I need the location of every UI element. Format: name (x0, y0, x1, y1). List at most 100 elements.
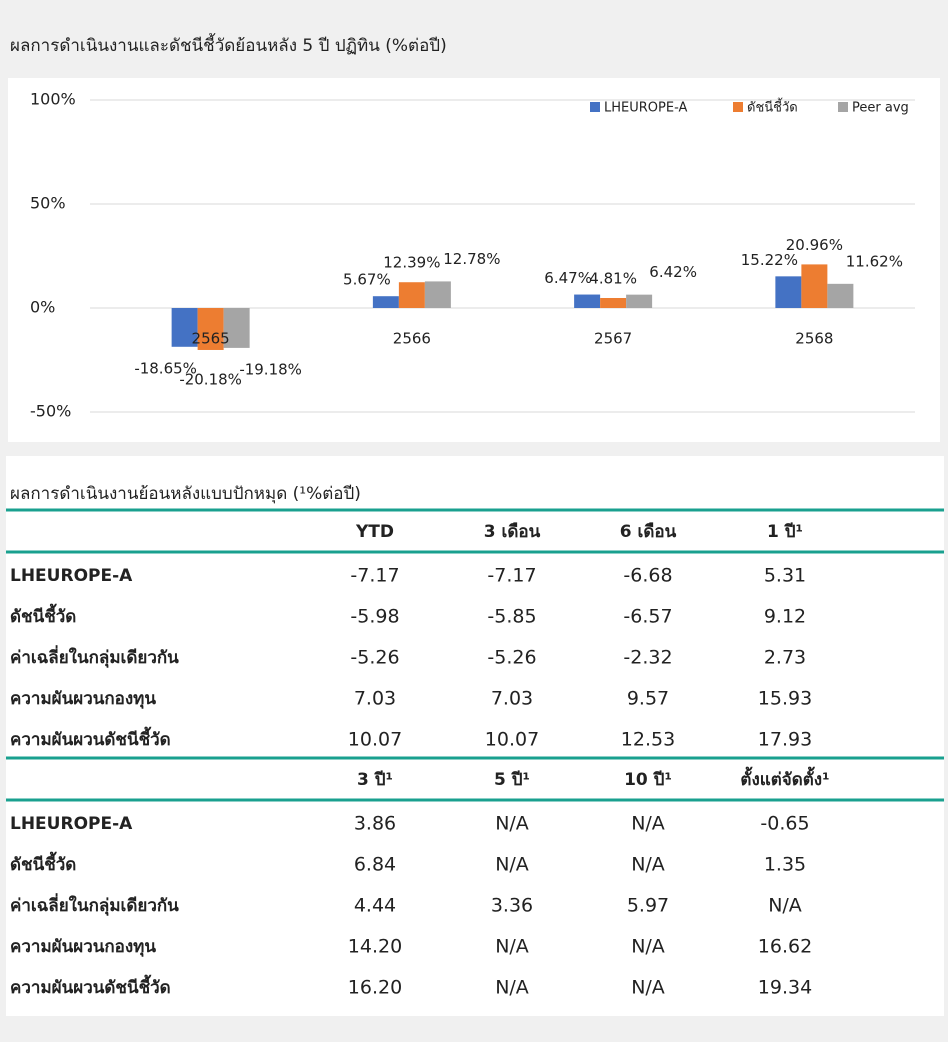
cell: 2.73 (764, 647, 806, 669)
column-header: 5 ปี¹ (494, 769, 530, 790)
cell: N/A (495, 813, 529, 835)
legend-swatch (838, 102, 848, 112)
cell: 7.03 (491, 688, 533, 710)
cell: 16.20 (348, 977, 402, 999)
bar (574, 294, 601, 308)
y-tick-label: 0% (30, 298, 55, 317)
data-label: 12.78% (443, 250, 500, 268)
y-tick-label: -50% (30, 402, 71, 421)
bar (775, 276, 802, 308)
cell: 10.07 (348, 729, 402, 751)
plot-area (8, 78, 940, 442)
data-label: 6.42% (649, 263, 697, 281)
data-label: 6.47% (544, 269, 592, 287)
y-tick-label: 50% (30, 194, 66, 213)
column-header: YTD (355, 522, 394, 542)
cell: N/A (495, 936, 529, 958)
cell: N/A (631, 854, 665, 876)
y-tick-label: 100% (30, 90, 76, 109)
data-label: 4.81% (589, 269, 637, 287)
column-header: 3 เดือน (484, 521, 541, 542)
cell: N/A (495, 977, 529, 999)
cell: 19.34 (758, 977, 812, 999)
cell: -2.32 (623, 647, 672, 669)
cell: N/A (768, 895, 802, 917)
table-title: ผลการดำเนินงานย้อนหลังแบบปักหมุด (¹%ต่อป… (10, 484, 361, 504)
data-label: -18.65% (134, 359, 197, 377)
table-card (6, 456, 944, 1016)
cell: 5.31 (764, 565, 806, 587)
column-header: 6 เดือน (620, 521, 677, 542)
bar (801, 264, 828, 308)
row-label: ดัชนีชี้วัด (10, 603, 76, 627)
column-header: 10 ปี¹ (624, 769, 672, 790)
cell: 9.12 (764, 606, 806, 628)
bar (197, 308, 224, 350)
cell: -6.57 (623, 606, 672, 628)
cell: -5.98 (350, 606, 399, 628)
data-label: 15.22% (741, 251, 798, 269)
column-header: ตั้งแต่จัดตั้ง¹ (740, 766, 829, 790)
cell: 15.93 (758, 688, 812, 710)
cell: -6.68 (623, 565, 672, 587)
data-label: 5.67% (343, 271, 391, 289)
cell: 7.03 (354, 688, 396, 710)
legend-swatch (590, 102, 600, 112)
chart-title: ผลการดำเนินงานและดัชนีชี้วัดย้อนหลัง 5 ป… (10, 33, 447, 56)
legend-swatch (733, 102, 743, 112)
row-label: ความผันผวนกองทุน (10, 689, 156, 709)
cell: -7.17 (487, 565, 536, 587)
row-label: ความผันผวนดัชนีชี้วัด (10, 974, 171, 998)
cell: -5.26 (350, 647, 399, 669)
cell: 9.57 (627, 688, 669, 710)
legend-label: LHEUROPE-A (604, 101, 687, 116)
bar (626, 294, 653, 308)
cell: 16.62 (758, 936, 812, 958)
cell: N/A (631, 977, 665, 999)
data-label: 11.62% (846, 252, 903, 270)
bar (827, 283, 854, 308)
row-label: ค่าเฉลี่ยในกลุ่มเดียวกัน (10, 645, 179, 668)
column-header: 1 ปี¹ (767, 521, 803, 542)
data-label: -20.18% (179, 370, 242, 388)
cell: 10.07 (485, 729, 539, 751)
cell: -0.65 (760, 813, 809, 835)
legend-label: ดัชนีชี้วัด (747, 98, 798, 116)
cell: N/A (631, 813, 665, 835)
x-tick-label: 2568 (795, 330, 833, 348)
cell: -7.17 (350, 565, 399, 587)
data-label: 12.39% (383, 254, 440, 272)
data-label: -19.18% (239, 360, 302, 378)
cell: 6.84 (354, 854, 396, 876)
bar (600, 297, 627, 308)
cell: 3.86 (354, 813, 396, 835)
bar (372, 296, 399, 308)
row-label: LHEUROPE-A (10, 566, 133, 586)
x-tick-label: 2567 (594, 330, 632, 348)
cell: -5.85 (487, 606, 536, 628)
bar (223, 308, 250, 348)
row-label: ความผันผวนกองทุน (10, 937, 156, 957)
data-label: 20.96% (786, 236, 843, 254)
row-label: ค่าเฉลี่ยในกลุ่มเดียวกัน (10, 893, 179, 916)
cell: N/A (631, 936, 665, 958)
bar (398, 282, 425, 308)
cell: 1.35 (764, 854, 806, 876)
cell: 14.20 (348, 936, 402, 958)
x-tick-label: 2565 (192, 330, 230, 348)
cell: 3.36 (491, 895, 533, 917)
cell: -5.26 (487, 647, 536, 669)
row-label: LHEUROPE-A (10, 814, 133, 834)
legend-label: Peer avg (852, 101, 909, 116)
column-header: 3 ปี¹ (357, 769, 393, 790)
cell: 4.44 (354, 895, 396, 917)
cell: N/A (495, 854, 529, 876)
bar (171, 308, 198, 347)
cell: 5.97 (627, 895, 669, 917)
row-label: ดัชนีชี้วัด (10, 851, 76, 875)
cell: 12.53 (621, 729, 675, 751)
cell: 17.93 (758, 729, 812, 751)
x-tick-label: 2566 (393, 330, 431, 348)
